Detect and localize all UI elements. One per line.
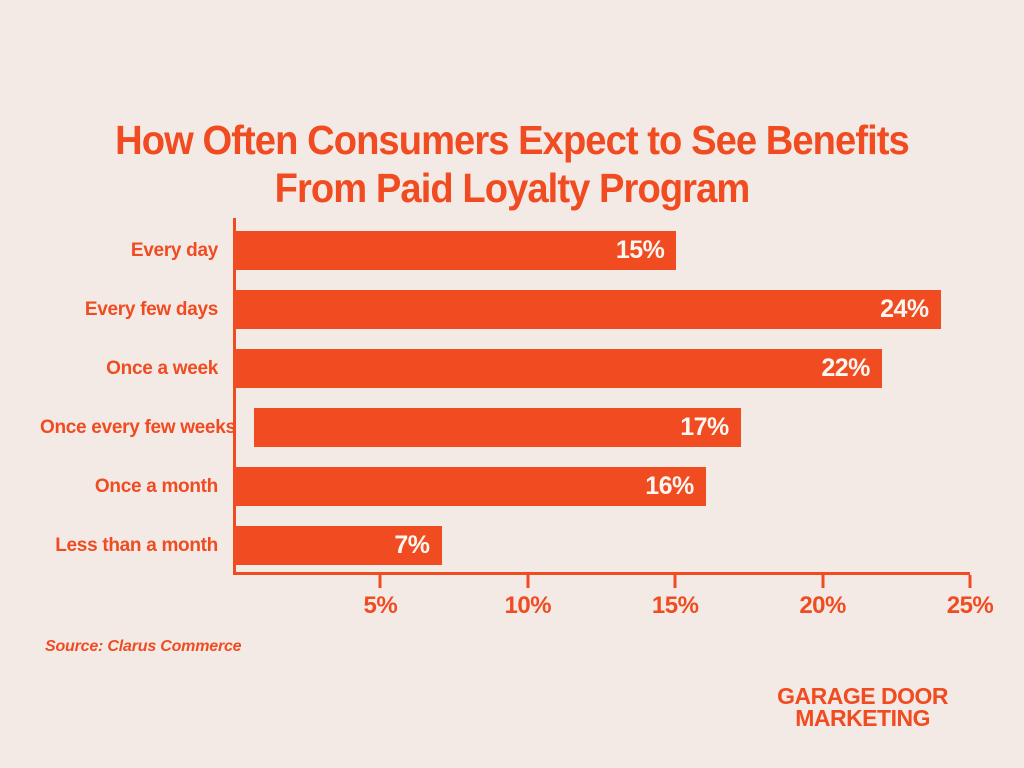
chart-title-line-1: How Often Consumers Expect to See Benefi… <box>115 117 910 164</box>
brand-logo-line-1: GARAGE DOOR <box>777 683 948 709</box>
bar-value-label: 16% <box>645 472 694 500</box>
x-axis-tick-label: 20% <box>799 592 846 619</box>
x-axis-tick <box>526 575 530 588</box>
bar-value-label: 17% <box>680 413 729 441</box>
category-label: Once a week <box>106 357 218 379</box>
chart-row: Once a week 22% <box>40 349 970 388</box>
y-axis-line <box>233 218 236 572</box>
brand-logo-line-2: MARKETING <box>795 704 930 731</box>
bar-track: 24% <box>236 290 970 329</box>
bar-track: 15% <box>236 231 970 270</box>
bar-value-label: 24% <box>880 295 929 323</box>
bar: 24% <box>236 290 941 329</box>
chart-rows: Every day 15% Every few days 24% Once a week… <box>40 218 970 572</box>
chart-row: Every day 15% <box>40 231 970 270</box>
x-axis-tick <box>968 575 972 588</box>
chart-row: Every few days 24% <box>40 290 970 329</box>
chart-row: Once every few weeks 17% <box>40 408 970 447</box>
chart-title: How Often Consumers Expect to See Benefi… <box>36 117 988 212</box>
x-axis-tick-label: 10% <box>504 592 552 619</box>
x-axis-tick-label: 15% <box>651 592 699 619</box>
bar-track: 17% <box>253 408 970 447</box>
category-label: Every few days <box>84 298 218 320</box>
bar-value-label: 22% <box>821 354 870 382</box>
bar-track: 16% <box>236 467 970 506</box>
bar: 15% <box>236 231 677 270</box>
chart-row: Once a month 16% <box>40 467 970 506</box>
x-axis: 5% 10% 15% 20% 25% <box>233 572 994 628</box>
bar: 22% <box>236 349 882 388</box>
chart-row: Less than a month 7% <box>40 526 970 565</box>
chart-title-line-2: From Paid Loyalty Program <box>274 165 751 212</box>
bar: 7% <box>236 526 442 565</box>
bar: 17% <box>253 408 741 447</box>
source-note: Source: Clarus Commerce <box>45 638 242 655</box>
x-axis-tick <box>673 575 677 588</box>
brand-logo: GARAGE DOOR MARKETING <box>777 683 948 731</box>
category-label: Every day <box>130 239 218 261</box>
bar-track: 22% <box>236 349 970 388</box>
category-label: Once every few weeks <box>40 416 236 438</box>
category-label: Less than a month <box>55 534 218 556</box>
bar-chart: Every day 15% Every few days 24% Once a week… <box>40 218 994 628</box>
x-axis-tick-label: 5% <box>363 592 398 619</box>
bar-track: 7% <box>236 526 970 565</box>
bar-value-label: 15% <box>615 236 665 264</box>
x-axis-tick-label: 25% <box>946 592 994 619</box>
x-axis-tick <box>821 575 825 588</box>
x-axis-tick <box>378 575 382 588</box>
bar: 16% <box>236 467 706 506</box>
bar-value-label: 7% <box>394 531 430 559</box>
category-label: Once a month <box>94 475 218 497</box>
